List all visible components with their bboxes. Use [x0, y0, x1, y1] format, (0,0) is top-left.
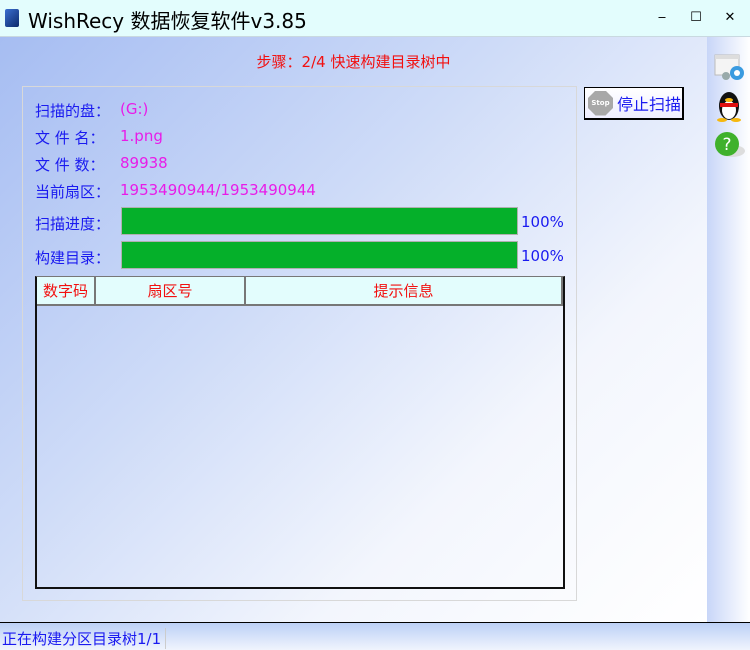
status-text: 正在构建分区目录树1/1 [2, 628, 167, 649]
maximize-button[interactable]: ☐ [690, 10, 702, 25]
table-header: 数字码 扇区号 提示信息 [37, 277, 563, 306]
column-header-sector[interactable]: 扇区号 [96, 277, 246, 304]
sector-value: 1953490944/1953490944 [120, 181, 316, 199]
results-table[interactable]: 数字码 扇区号 提示信息 [35, 276, 565, 589]
step-text: 步骤：2/4 快速构建目录树中 [256, 53, 451, 71]
qq-penguin-icon[interactable] [711, 87, 747, 123]
column-header-code[interactable]: 数字码 [37, 277, 96, 304]
file-count-label: 文 件 数： [35, 156, 105, 174]
column-header-info[interactable]: 提示信息 [246, 277, 563, 304]
app-icon [5, 9, 19, 27]
scan-progress-text: 100% [521, 213, 564, 231]
scan-progress-bar [121, 207, 518, 235]
stop-icon: Stop [588, 90, 613, 116]
file-name-label: 文 件 名： [35, 129, 105, 147]
svg-text:?: ? [722, 135, 731, 155]
window-title: WishRecy 数据恢复软件v3.85 [28, 9, 307, 33]
title-bar: WishRecy 数据恢复软件v3.85 ‒ ☐ ✕ [0, 0, 750, 37]
close-button[interactable]: ✕ [724, 10, 736, 25]
disk-value: (G:) [120, 100, 149, 118]
scan-progress-label: 扫描进度： [35, 215, 111, 233]
build-progress-label: 构建目录： [35, 249, 111, 267]
help-icon[interactable]: ? [711, 127, 747, 163]
build-progress-bar [121, 241, 518, 269]
scan-panel: 扫描的盘： (G:) 文 件 名： 1.png 文 件 数： 89938 当前扇… [22, 86, 577, 601]
status-bar: 正在构建分区目录树1/1 [0, 622, 750, 650]
sector-label: 当前扇区： [35, 183, 111, 201]
minimize-button[interactable]: ‒ [657, 10, 667, 25]
settings-window-icon[interactable] [711, 49, 747, 85]
disk-label: 扫描的盘： [35, 102, 111, 120]
scan-progress-fill [122, 208, 517, 234]
build-progress-text: 100% [521, 247, 564, 265]
stop-scan-button[interactable]: Stop 停止扫描 [584, 87, 684, 120]
main-area: 步骤：2/4 快速构建目录树中 扫描的盘： (G:) 文 件 名： 1.png … [0, 37, 707, 622]
stop-scan-label: 停止扫描 [617, 95, 682, 114]
file-count-value: 89938 [120, 154, 168, 172]
side-toolbar: ? [707, 37, 750, 622]
build-progress-fill [122, 242, 517, 268]
file-name-value: 1.png [120, 127, 163, 145]
